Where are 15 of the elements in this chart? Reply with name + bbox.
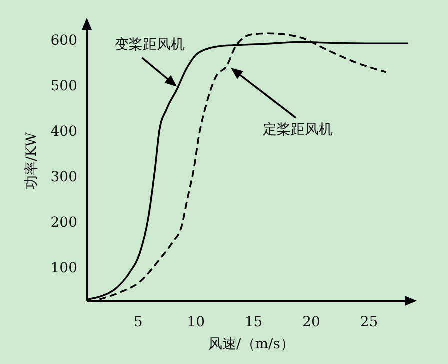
x-tick-label: 20 bbox=[302, 314, 320, 330]
x-tick-label: 25 bbox=[360, 314, 378, 330]
x-tick-label: 5 bbox=[134, 314, 143, 330]
annotation: 定桨距风机 bbox=[263, 122, 333, 138]
y-axis-title: 功率/KW bbox=[24, 132, 40, 190]
y-tick-label: 500 bbox=[50, 78, 78, 94]
y-tick-label: 100 bbox=[50, 260, 78, 276]
x-tick-label: 15 bbox=[244, 314, 263, 330]
annotation: 变桨距风机 bbox=[115, 36, 186, 53]
y-tick-label: 400 bbox=[50, 124, 78, 140]
y-tick-label: 200 bbox=[50, 214, 78, 231]
x-axis-title: 风速/（m/s） bbox=[208, 336, 294, 352]
y-tick-label: 600 bbox=[50, 32, 78, 49]
y-tick-label: 300 bbox=[50, 169, 78, 186]
x-tick-label: 10 bbox=[187, 314, 205, 330]
